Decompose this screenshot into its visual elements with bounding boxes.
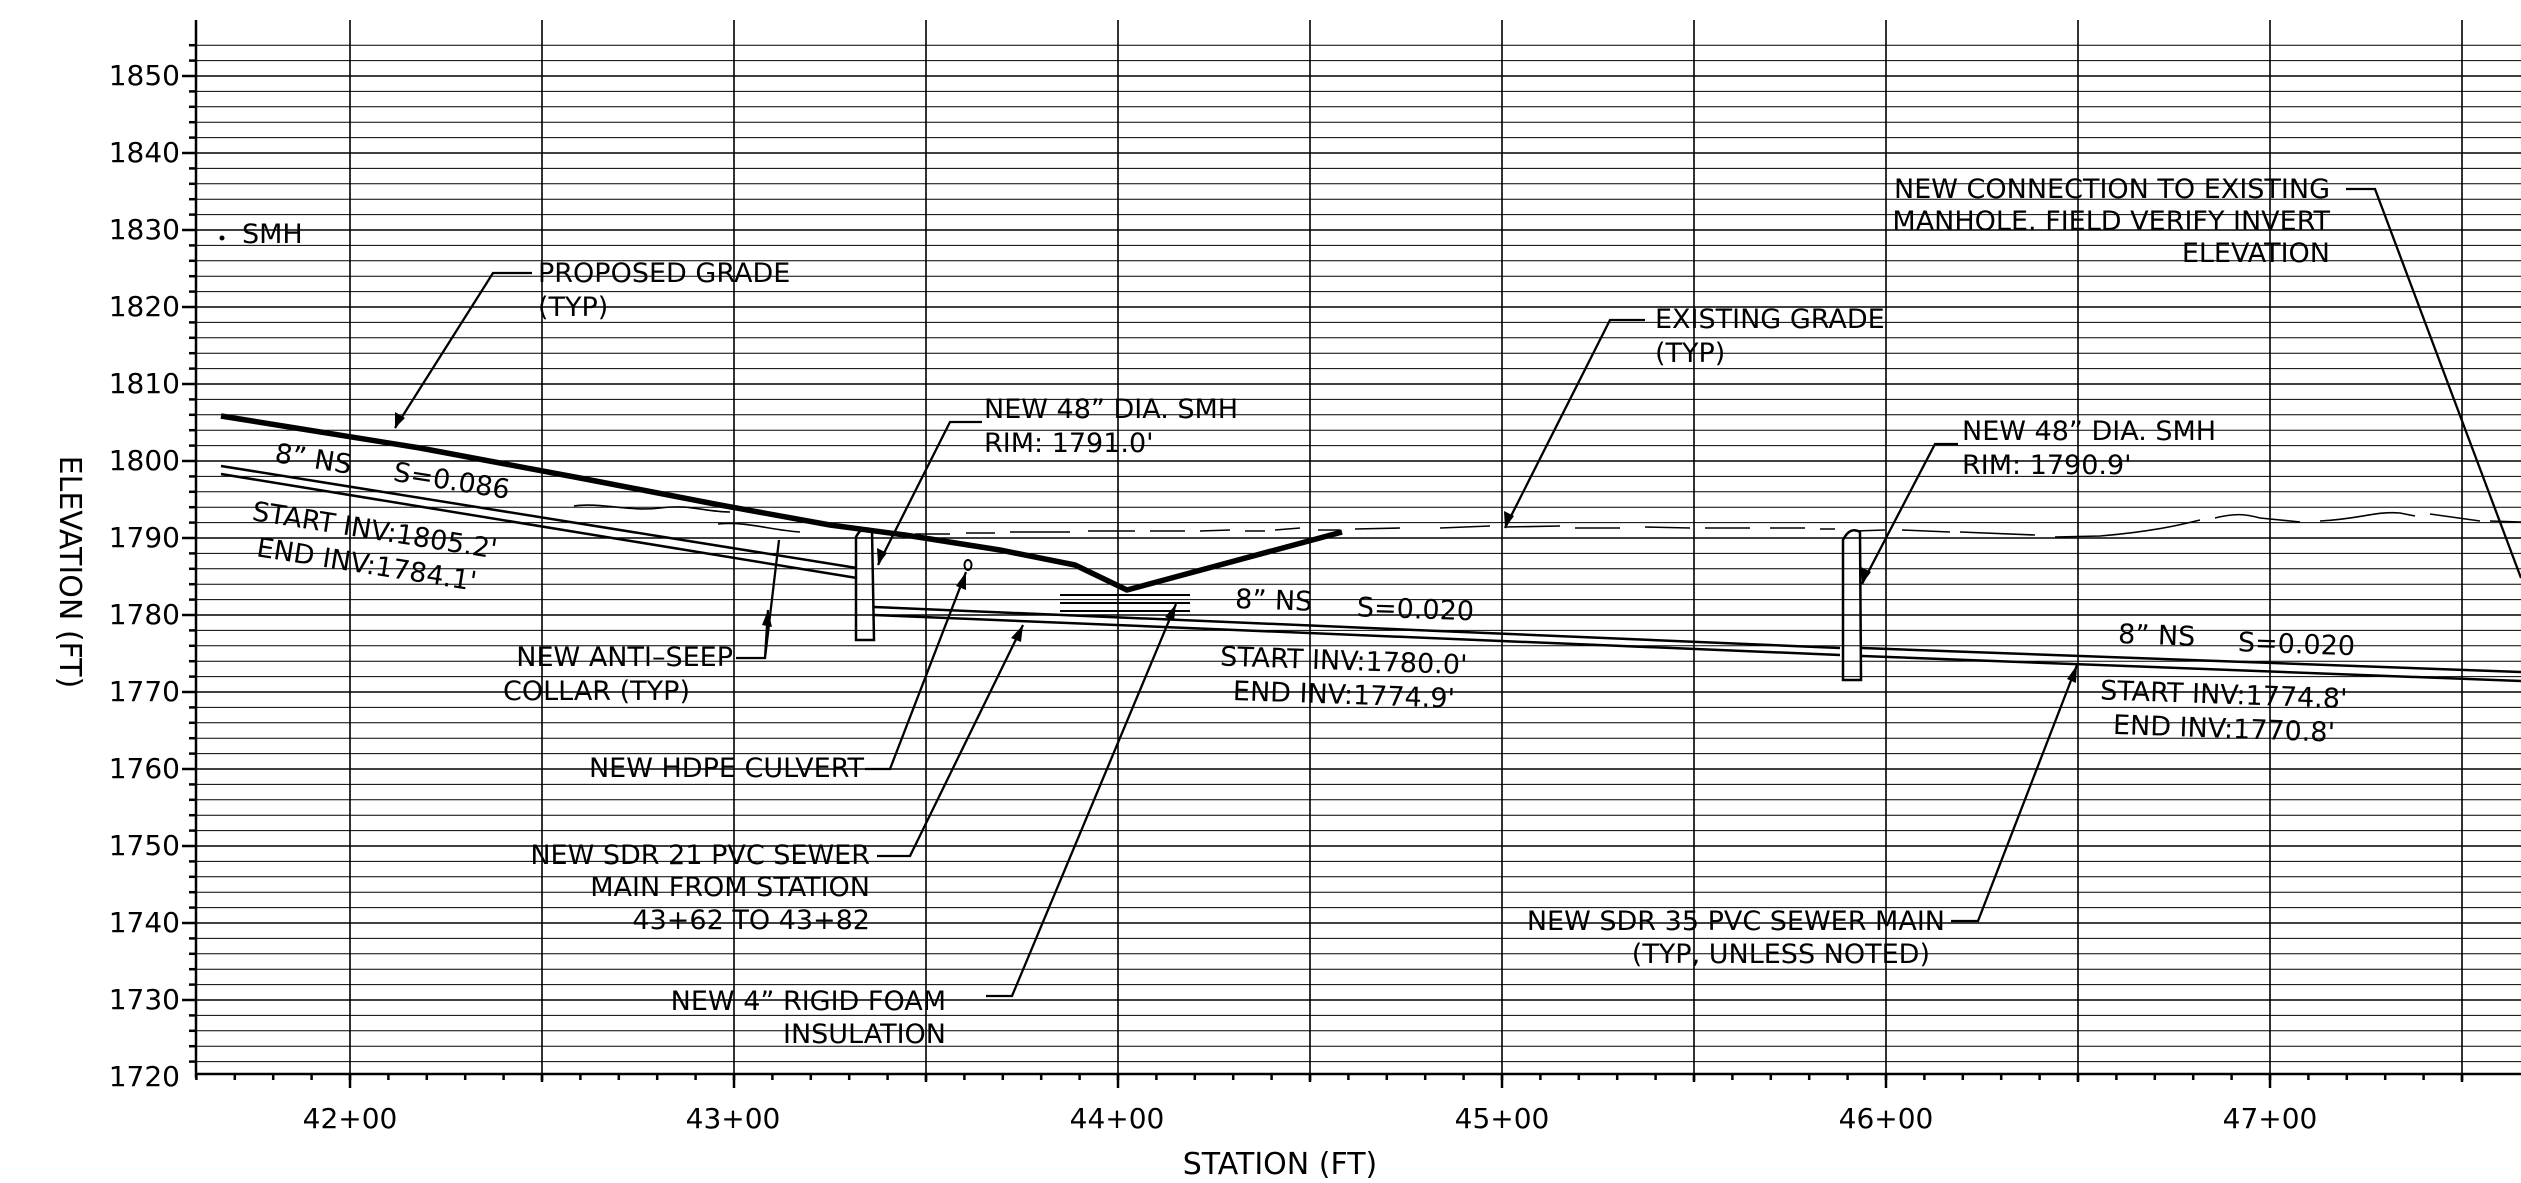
anti-seep-label: NEW ANTI–SEEP bbox=[516, 642, 733, 673]
pipe-2-end-inv: END INV:1774.9' bbox=[1232, 676, 1455, 715]
sdr21-label-line2: MAIN FROM STATION bbox=[590, 872, 870, 903]
leader-arrowheads bbox=[395, 412, 2077, 683]
anti-seep-label-line2: COLLAR (TYP) bbox=[503, 676, 690, 707]
existing-smh-marker bbox=[219, 235, 225, 241]
sewer-pipe-1 bbox=[220, 464, 858, 580]
y-tick-label: 1760 bbox=[109, 752, 180, 785]
pipe-3-size: 8” NS bbox=[2118, 619, 2196, 653]
sdr35-label-line1: NEW SDR 35 PVC SEWER MAIN bbox=[1527, 906, 1945, 937]
sewer-pipe-2 bbox=[873, 605, 1841, 657]
proposed-grade-label-typ: (TYP) bbox=[538, 292, 608, 323]
y-ticks bbox=[182, 43, 196, 1063]
sdr21-label-line1: NEW SDR 21 PVC SEWER bbox=[530, 840, 870, 871]
x-tick-label: 42+00 bbox=[303, 1102, 398, 1135]
y-tick-label: 1840 bbox=[109, 136, 180, 169]
hdpe-culvert-label: NEW HDPE CULVERT bbox=[589, 753, 865, 784]
manhole-1 bbox=[854, 527, 876, 642]
minor-grid bbox=[196, 44, 2521, 1063]
proposed-grade-line bbox=[220, 413, 1343, 593]
smh-1-label: NEW 48” DIA. SMH bbox=[984, 394, 1238, 425]
axes bbox=[194, 20, 2521, 1078]
y-tick-label: 1770 bbox=[109, 675, 180, 708]
y-tick-label: 1820 bbox=[109, 290, 180, 323]
y-tick-label: 1850 bbox=[109, 59, 180, 92]
y-tick-labels: 1850 1840 1830 1820 1810 1800 1790 1780 … bbox=[109, 59, 180, 1093]
smh-1-rim: RIM: 1791.0' bbox=[984, 428, 1154, 459]
sdr35-label-line2: (TYP, UNLESS NOTED) bbox=[1632, 939, 1930, 970]
connection-note-line3: ELEVATION bbox=[2182, 238, 2330, 269]
x-tick-label: 46+00 bbox=[1839, 1102, 1934, 1135]
y-tick-label: 1800 bbox=[109, 444, 180, 477]
rigid-foam-insulation bbox=[1060, 594, 1190, 612]
pipe-2-size: 8” NS bbox=[1235, 584, 1313, 618]
annotation-labels: SMH PROPOSED GRADE (TYP) EXISTING GRADE … bbox=[242, 174, 2356, 1050]
smh-2-label: NEW 48” DIA. SMH bbox=[1962, 416, 2216, 447]
existing-grade-line bbox=[573, 504, 2521, 538]
y-tick-label: 1810 bbox=[109, 367, 180, 400]
x-tick-label: 44+00 bbox=[1070, 1102, 1165, 1135]
y-tick-label: 1720 bbox=[109, 1060, 180, 1093]
manhole-2 bbox=[1841, 529, 1863, 682]
y-tick-label: 1730 bbox=[109, 983, 180, 1016]
x-tick-labels: 42+00 43+00 44+00 45+00 46+00 47+00 bbox=[303, 1102, 2318, 1135]
y-tick-label: 1750 bbox=[109, 829, 180, 862]
pipe-2-slope: S=0.020 bbox=[1356, 592, 1474, 627]
x-tick-label: 45+00 bbox=[1455, 1102, 1550, 1135]
x-axis-title: STATION (FT) bbox=[1183, 1147, 1377, 1182]
y-tick-label: 1780 bbox=[109, 598, 180, 631]
hdpe-culvert-symbol bbox=[963, 559, 973, 571]
existing-smh-label: SMH bbox=[242, 219, 303, 250]
y-axis-title: ELEVATION (FT) bbox=[52, 456, 87, 689]
pipe-3-end-inv: END INV:1770.8' bbox=[2112, 710, 2335, 749]
connection-note-line2: MANHOLE. FIELD VERIFY INVERT bbox=[1892, 206, 2330, 237]
x-ticks bbox=[195, 1074, 2464, 1088]
existing-grade-label-typ: (TYP) bbox=[1655, 338, 1725, 369]
proposed-grade-label: PROPOSED GRADE bbox=[538, 258, 790, 289]
rigid-foam-label-line2: INSULATION bbox=[783, 1019, 946, 1050]
y-tick-label: 1830 bbox=[109, 213, 180, 246]
smh-2-rim: RIM: 1790.9' bbox=[1962, 450, 2132, 481]
y-tick-label: 1790 bbox=[109, 521, 180, 554]
x-tick-label: 47+00 bbox=[2223, 1102, 2318, 1135]
connection-note-line1: NEW CONNECTION TO EXISTING bbox=[1894, 174, 2330, 205]
y-tick-label: 1740 bbox=[109, 906, 180, 939]
existing-grade-label: EXISTING GRADE bbox=[1655, 304, 1885, 335]
sdr21-label-line3: 43+62 TO 43+82 bbox=[632, 905, 870, 936]
pipe-3-slope: S=0.020 bbox=[2237, 627, 2355, 662]
sewer-pipe-3 bbox=[1861, 646, 2521, 683]
rigid-foam-label-line1: NEW 4” RIGID FOAM bbox=[671, 986, 946, 1017]
x-tick-label: 43+00 bbox=[686, 1102, 781, 1135]
leader-lines bbox=[394, 187, 2521, 998]
major-grid bbox=[196, 20, 2521, 1074]
